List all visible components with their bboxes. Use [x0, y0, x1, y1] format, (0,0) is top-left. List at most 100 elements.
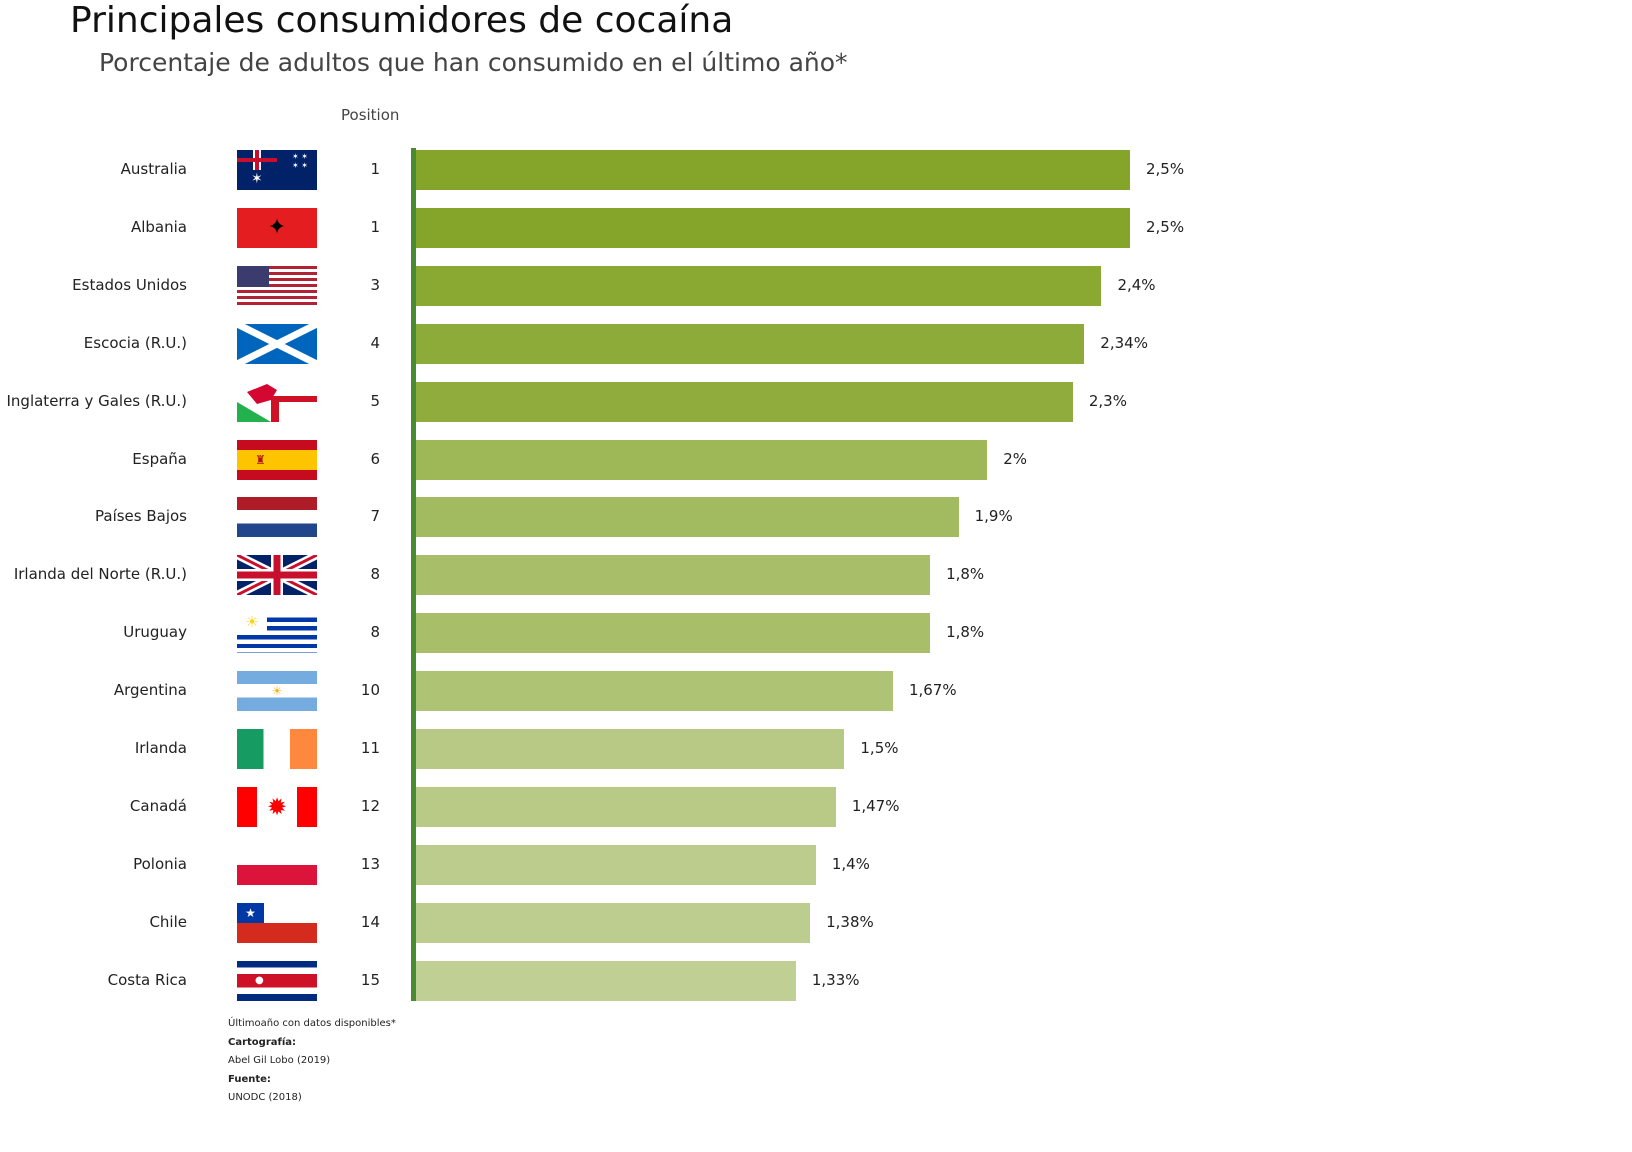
footer-carto: Abel Gil Lobo (2019)	[228, 1055, 331, 1066]
value-label: 2,5%	[1146, 217, 1185, 236]
netherlands-flag-icon	[237, 497, 317, 538]
country-label: Australia	[120, 160, 187, 178]
value-label: 2,34%	[1100, 333, 1148, 352]
value-label: 1,67%	[908, 681, 957, 700]
bar-row: Argentina ☀ 10 1,67%	[0, 671, 1632, 712]
position-label: 12	[360, 796, 380, 815]
country-label: Inglaterra y Gales (R.U.)	[6, 391, 188, 410]
footer-note: Últimoaño con datos disponibles*	[228, 1018, 396, 1029]
bar-row: Uruguay ☀ 8 1,8%	[0, 613, 1632, 654]
bar-row: Escocia (R.U.) 4 2,34%	[0, 323, 1632, 364]
position-label: 7	[370, 507, 380, 526]
bar	[416, 497, 959, 538]
country-label: Albania	[130, 217, 187, 236]
uk-flag-icon	[237, 555, 317, 596]
bar	[416, 613, 931, 654]
bar	[416, 786, 836, 827]
bar-row: Costa Rica ● 15 1,33%	[0, 960, 1632, 1001]
value-label: 1,8%	[946, 623, 985, 642]
australia-flag-icon: ✶ ✶ ✶ ✶ ✶	[237, 150, 317, 190]
position-label: 15	[360, 970, 380, 989]
chart-subtitle: Porcentaje de adultos que han consumido …	[99, 48, 848, 77]
bar	[416, 381, 1073, 422]
argentina-flag-icon: ☀	[237, 671, 317, 712]
country-label: Costa Rica	[107, 970, 187, 989]
country-label: Canadá	[129, 796, 187, 815]
value-label: 1,33%	[811, 970, 860, 989]
position-label: 5	[370, 391, 380, 410]
chile-flag-icon: ★	[237, 902, 317, 943]
bar-row: España ♜ 6 2%	[0, 439, 1632, 480]
position-label: 13	[360, 854, 380, 873]
bar	[416, 439, 988, 480]
albania-flag-icon: ✦	[237, 207, 317, 248]
bar-row: Polonia 13 1,4%	[0, 844, 1632, 885]
bar-row: Chile ★ 14 1,38%	[0, 902, 1632, 943]
bar	[416, 555, 931, 596]
poland-flag-icon	[237, 844, 317, 885]
bar-row: Irlanda 11 1,5%	[0, 729, 1632, 769]
country-label: Escocia (R.U.)	[83, 333, 187, 352]
value-label: 2,4%	[1117, 275, 1156, 294]
country-label: Uruguay	[123, 623, 187, 642]
position-label: 11	[360, 739, 380, 757]
usa-flag-icon	[237, 265, 317, 306]
bar-row: Albania ✦ 1 2,5%	[0, 207, 1632, 248]
position-label: 1	[370, 217, 380, 236]
value-label: 1,8%	[946, 565, 985, 584]
bar	[416, 844, 816, 885]
country-label: Irlanda	[134, 739, 187, 757]
value-label: 2,3%	[1088, 391, 1127, 410]
chart-title: Principales consumidores de cocaína	[70, 0, 734, 41]
bar-axis-line	[411, 148, 416, 1001]
ireland-flag-icon	[237, 729, 317, 769]
canada-flag-icon: ✹	[237, 786, 317, 827]
bar	[416, 671, 893, 712]
scotland-flag-icon	[237, 323, 317, 364]
footer-source-label: Fuente:	[228, 1074, 271, 1085]
bar	[416, 323, 1085, 364]
costa-rica-flag-icon: ●	[237, 960, 317, 1001]
wales-england-flag-icon	[237, 381, 317, 422]
value-label: 1,5%	[860, 739, 899, 757]
bar-row: Canadá ✹ 12 1,47%	[0, 786, 1632, 827]
bar-row: Inglaterra y Gales (R.U.) 5 2,3%	[0, 381, 1632, 422]
uruguay-flag-icon: ☀	[237, 613, 317, 654]
position-label: 14	[360, 912, 380, 931]
bar	[416, 729, 845, 769]
bar-row: Australia ✶ ✶ ✶ ✶ ✶ 1 2,5%	[0, 150, 1632, 190]
country-label: España	[132, 449, 187, 468]
position-label: 1	[370, 160, 380, 178]
country-label: Polonia	[133, 854, 187, 873]
country-label: Países Bajos	[95, 507, 187, 526]
country-label: Estados Unidos	[72, 275, 187, 294]
position-label: 8	[370, 623, 380, 642]
country-label: Irlanda del Norte (R.U.)	[13, 565, 187, 584]
bar	[416, 960, 796, 1001]
bar	[416, 150, 1130, 190]
value-label: 1,38%	[826, 912, 874, 931]
bar	[416, 265, 1102, 306]
bar-row: Irlanda del Norte (R.U.) 8 1,8%	[0, 555, 1632, 596]
value-label: 2,5%	[1146, 160, 1185, 178]
position-label: 10	[360, 681, 380, 700]
footer-source: UNODC (2018)	[228, 1092, 302, 1103]
value-label: 1,47%	[851, 796, 900, 815]
spain-flag-icon: ♜	[237, 439, 317, 480]
country-label: Chile	[149, 912, 187, 931]
position-header: Position	[341, 106, 400, 124]
bar	[416, 902, 811, 943]
position-label: 3	[370, 275, 380, 294]
position-label: 8	[370, 565, 380, 584]
value-label: 2%	[1003, 449, 1027, 468]
value-label: 1,4%	[831, 854, 870, 873]
value-label: 1,9%	[974, 507, 1013, 526]
bar-row: Países Bajos 7 1,9%	[0, 497, 1632, 538]
footer-carto-label: Cartografía:	[228, 1037, 297, 1048]
bar	[416, 207, 1130, 248]
bar-row: Estados Unidos 3 2,4%	[0, 265, 1632, 306]
position-label: 6	[370, 449, 380, 468]
country-label: Argentina	[113, 681, 187, 700]
position-label: 4	[370, 333, 380, 352]
